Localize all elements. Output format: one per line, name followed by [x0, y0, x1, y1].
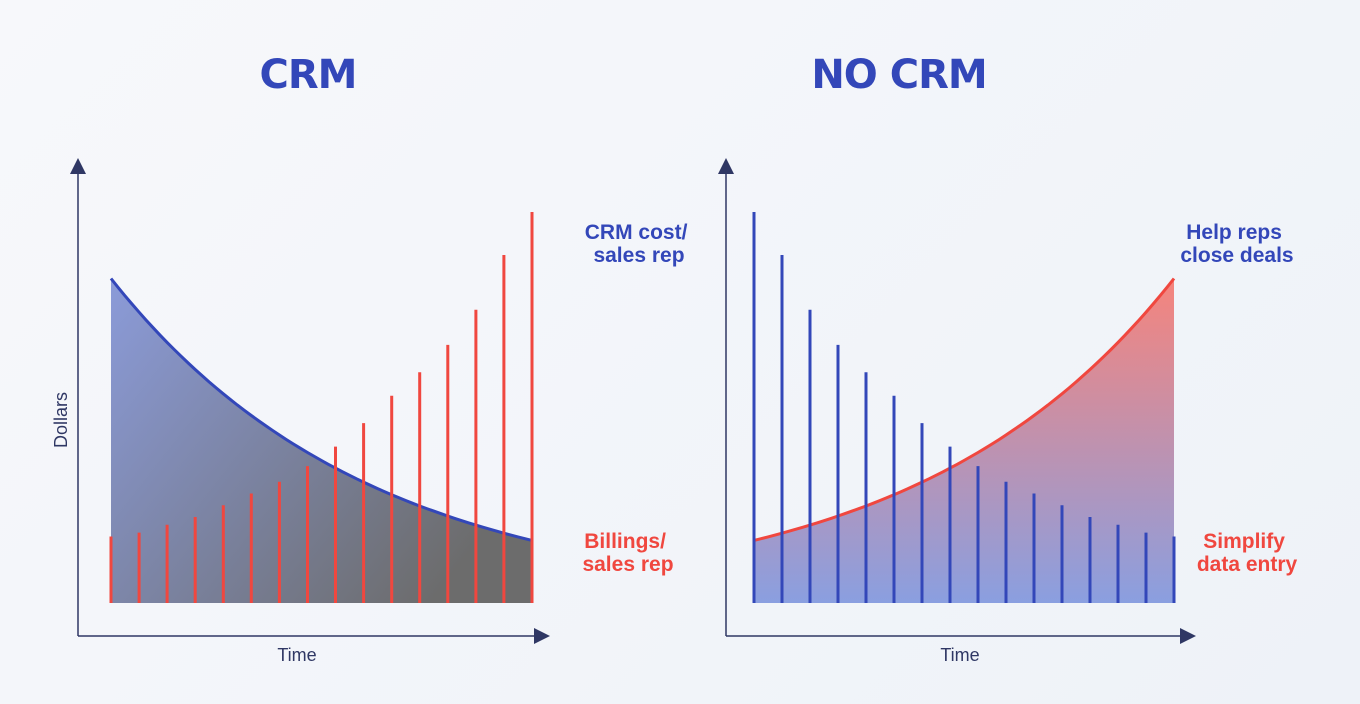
y-axis-arrow-icon: [70, 158, 86, 174]
bottom-series-label: Billings/ sales rep: [582, 530, 673, 576]
top-series-label: CRM cost/ sales rep: [585, 221, 694, 267]
axes: [70, 158, 550, 644]
chart-title: NO CRM: [811, 52, 986, 98]
no-crm-chart: NO CRM Time Help reps close deals Simpli…: [718, 52, 1297, 665]
area-layer: [753, 277, 1176, 603]
area-layer: [109, 277, 533, 603]
chart-title: CRM: [260, 52, 357, 98]
crm-chart: CRM Time Dollars CRM cost/ sales rep Bil…: [51, 52, 694, 665]
area-fill: [111, 278, 532, 603]
axes: [718, 158, 1196, 644]
x-axis-arrow-icon: [1180, 628, 1196, 644]
bars-layer: [109, 212, 534, 603]
area-fill: [754, 278, 1174, 603]
area-curve-line: [109, 277, 533, 542]
area-curve-line: [753, 277, 1176, 542]
y-axis-arrow-icon: [718, 158, 734, 174]
bars-layer: [752, 212, 1176, 603]
x-axis-arrow-icon: [534, 628, 550, 644]
y-axis-label: Dollars: [51, 392, 71, 448]
bottom-series-label: Simplify data entry: [1197, 530, 1298, 576]
x-axis-label: Time: [940, 645, 979, 665]
x-axis-label: Time: [277, 645, 316, 665]
top-series-label: Help reps close deals: [1180, 221, 1293, 267]
